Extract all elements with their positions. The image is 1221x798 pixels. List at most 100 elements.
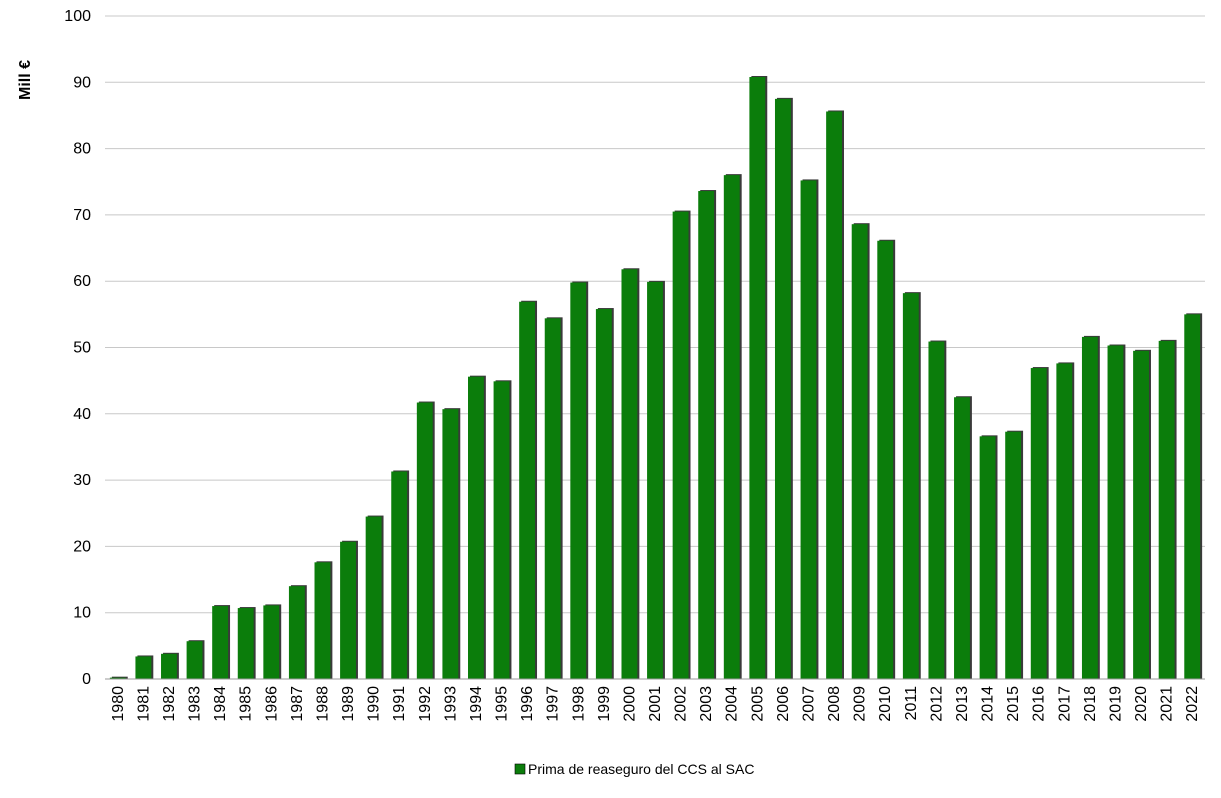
x-tick-label: 1987: [289, 686, 306, 722]
y-axis-label: Mill €: [17, 60, 34, 100]
y-tick-label: 100: [64, 8, 91, 25]
x-tick-label: 2011: [903, 686, 920, 721]
bar-1994: [468, 376, 484, 679]
x-tick-label: 1986: [263, 686, 280, 722]
bar-1989: [340, 541, 356, 679]
bar-2016: [1030, 368, 1047, 679]
x-tick-label: 1990: [366, 686, 383, 722]
bar-2003: [698, 191, 715, 680]
bar-1996: [519, 301, 536, 679]
x-tick-label: 2005: [749, 686, 766, 722]
x-tick-label: 1997: [545, 686, 562, 722]
bar-2022: [1184, 314, 1201, 679]
x-axis-ticks: 1980 1981 1982 1983 1984 1985 1986 1987 1988 1989…: [110, 686, 1201, 722]
x-tick-label: 1985: [238, 686, 255, 722]
bar-1995: [493, 381, 510, 679]
y-tick-label: 30: [73, 472, 91, 489]
y-tick-label: 50: [73, 340, 91, 357]
bar-2007: [800, 180, 817, 679]
x-tick-label: 1994: [468, 686, 485, 722]
x-tick-label: 1993: [442, 686, 459, 722]
bar-1999: [595, 309, 612, 679]
bar-2011: [902, 293, 919, 679]
bar-1985: [237, 608, 254, 679]
bar-2019: [1107, 345, 1124, 679]
bar-2014: [979, 436, 996, 679]
x-tick-label: 1995: [494, 686, 511, 722]
x-tick-label: 2010: [877, 686, 894, 722]
x-tick-label: 1988: [314, 686, 331, 722]
x-tick-label: 2016: [1031, 686, 1048, 722]
bar-2010: [877, 240, 894, 679]
x-tick-label: 1984: [212, 686, 229, 722]
bar-2018: [1081, 336, 1098, 679]
y-axis-ticks: 0 10 20 30 40 50 60 70 80 90 100: [64, 8, 91, 688]
x-tick-label: 2017: [1056, 686, 1073, 722]
bar-2020: [1133, 350, 1149, 679]
x-tick-label: 2012: [928, 686, 945, 722]
x-tick-label: 2007: [800, 686, 817, 722]
y-tick-label: 90: [73, 74, 91, 91]
x-tick-label: 1998: [570, 686, 587, 722]
bars: [109, 75, 1203, 680]
x-tick-label: 1982: [161, 686, 178, 722]
y-tick-label: 70: [73, 207, 91, 224]
x-tick-label: 2015: [1005, 686, 1022, 722]
x-tick-label: 2001: [647, 686, 664, 722]
legend-label: Prima de reaseguro del CCS al SAC: [528, 761, 754, 777]
x-tick-label: 1991: [391, 686, 408, 722]
x-tick-label: 1992: [417, 686, 434, 722]
y-tick-label: 80: [73, 141, 91, 158]
x-tick-label: 2018: [1082, 686, 1099, 722]
x-tick-label: 1983: [187, 686, 204, 722]
x-tick-label: 2003: [698, 686, 715, 722]
x-tick-label: 2004: [724, 686, 741, 722]
x-tick-label: 1981: [135, 686, 152, 722]
bar-1980: [109, 677, 126, 679]
legend: Prima de reaseguro del CCS al SAC: [514, 761, 754, 777]
y-tick-label: 10: [73, 605, 91, 622]
bar-1982: [161, 653, 177, 679]
x-tick-label: 2009: [852, 686, 869, 722]
bar-2006: [774, 98, 791, 679]
bar-1988: [314, 562, 331, 679]
bar-2012: [928, 341, 945, 679]
bar-1987: [288, 586, 305, 679]
x-tick-label: 2022: [1184, 686, 1201, 722]
x-tick-label: 2020: [1133, 686, 1150, 722]
x-tick-label: 2014: [980, 686, 997, 722]
bar-1993: [442, 409, 459, 679]
bar-2015: [1005, 431, 1022, 679]
bar-1983: [186, 641, 203, 679]
bar-1990: [365, 516, 382, 679]
bar-2009: [851, 224, 868, 679]
bar-1991: [391, 471, 408, 679]
bar-2000: [621, 269, 638, 679]
bar-1986: [263, 605, 280, 679]
bar-2004: [723, 175, 740, 679]
bar-1981: [135, 656, 152, 679]
x-tick-label: 1999: [596, 686, 613, 722]
bar-2002: [672, 211, 689, 679]
x-tick-label: 2000: [621, 686, 638, 722]
legend-swatch: [514, 763, 526, 775]
y-tick-label: 0: [82, 671, 91, 688]
bar-2017: [1056, 363, 1073, 679]
x-tick-label: 1996: [519, 686, 536, 722]
y-tick-label: 20: [73, 538, 91, 555]
bar-1998: [570, 282, 587, 679]
bar-1992: [416, 402, 433, 679]
x-tick-label: 2021: [1159, 686, 1176, 722]
x-tick-label: 2008: [826, 686, 843, 722]
x-tick-label: 2013: [954, 686, 971, 722]
bar-2021: [1158, 340, 1175, 679]
bar-1997: [544, 318, 561, 679]
y-tick-label: 40: [73, 406, 91, 423]
bar-2008: [826, 111, 842, 680]
x-tick-label: 2006: [775, 686, 792, 722]
x-tick-label: 1989: [340, 686, 357, 722]
bar-2005: [749, 76, 766, 680]
x-tick-label: 1980: [110, 686, 127, 722]
bar-1984: [212, 606, 229, 679]
